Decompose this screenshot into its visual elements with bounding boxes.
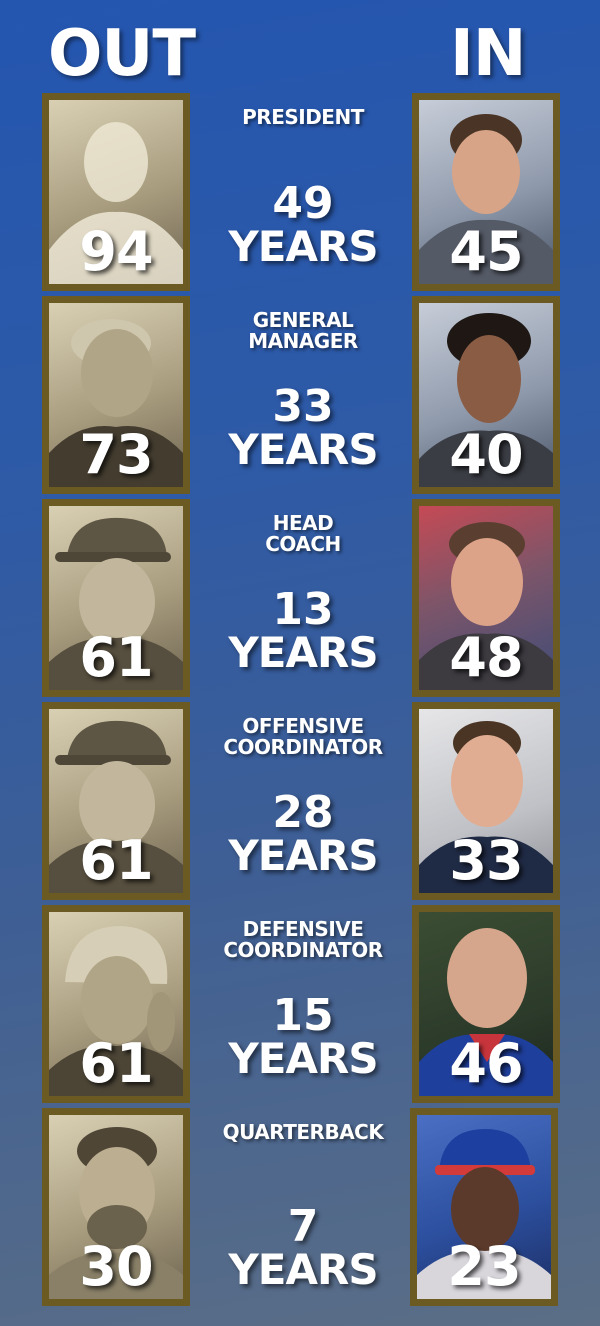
outgoing-age: 94 [79,220,153,283]
outgoing-age: 30 [79,1235,153,1298]
outgoing-person-photo: 94 [42,93,190,291]
tenure: 49 YEARS [200,178,406,271]
in-column-heading: IN [450,17,526,91]
incoming-person-photo: 40 [412,296,560,494]
role-info: GENERAL MANAGER 33 YEARS [200,296,406,496]
tenure-years-number: 15 [272,990,334,1041]
person-silhouette-icon [419,114,553,284]
role-title: QUARTERBACK [222,1120,384,1144]
role-title: HEAD COACH [265,511,341,556]
person-silhouette-icon [417,1129,551,1299]
tenure-years-label: YEARS [228,222,378,271]
outgoing-person-photo: 61 [42,905,190,1103]
tenure-years-label: YEARS [228,425,378,474]
tenure-years-label: YEARS [228,1245,378,1294]
role-info: DEFENSIVE COORDINATOR 15 YEARS [200,905,406,1105]
person-silhouette-icon [49,926,183,1096]
incoming-person-photo: 33 [412,702,560,900]
outgoing-age: 61 [79,1032,153,1095]
comparison-row-defensive-coordinator: 61 DEFENSIVE COORDINATOR 15 YEARS 46 [0,905,600,1105]
tenure: 15 YEARS [200,990,406,1083]
outgoing-person-photo: 61 [42,499,190,697]
role-info: QUARTERBACK 7 YEARS [200,1108,406,1308]
role-title: GENERAL MANAGER [248,308,358,353]
role-info: HEAD COACH 13 YEARS [200,499,406,699]
person-silhouette-icon [419,313,553,487]
out-column-heading: OUT [48,17,196,91]
tenure: 13 YEARS [200,584,406,677]
comparison-row-general-manager: 73 GENERAL MANAGER 33 YEARS 40 [0,296,600,496]
tenure-years-number: 49 [272,178,334,229]
tenure-years-number: 33 [272,381,334,432]
role-title: PRESIDENT [242,105,364,129]
outgoing-age: 61 [79,626,153,689]
incoming-person-photo: 23 [410,1108,558,1306]
outgoing-person-photo: 61 [42,702,190,900]
tenure-years-label: YEARS [228,628,378,677]
tenure: 33 YEARS [200,381,406,474]
person-silhouette-icon [49,517,183,690]
comparison-row-quarterback: 30 QUARTERBACK 7 YEARS 23 [0,1108,600,1308]
person-silhouette-icon [419,928,553,1096]
tenure-years-label: YEARS [228,1034,378,1083]
incoming-person-photo: 48 [412,499,560,697]
outgoing-age: 61 [79,829,153,892]
tenure-years-number: 13 [272,584,334,635]
person-silhouette-icon [419,721,553,893]
role-info: PRESIDENT 49 YEARS [200,93,406,293]
tenure-years-number: 7 [287,1201,319,1252]
incoming-age: 46 [449,1032,523,1095]
outgoing-person-photo: 73 [42,296,190,494]
outgoing-person-photo: 30 [42,1108,190,1306]
tenure-years-label: YEARS [228,831,378,880]
incoming-age: 23 [447,1235,521,1298]
tenure-years-number: 28 [272,787,334,838]
incoming-person-photo: 45 [412,93,560,291]
role-title: OFFENSIVE COORDINATOR [223,714,383,759]
role-title: DEFENSIVE COORDINATOR [223,917,383,962]
incoming-age: 48 [449,626,523,689]
person-silhouette-icon [49,122,183,284]
person-silhouette-icon [419,522,553,690]
incoming-age: 33 [449,829,523,892]
comparison-row-head-coach: 61 HEAD COACH 13 YEARS 48 [0,499,600,699]
comparison-row-president: 94 PRESIDENT 49 YEARS 45 [0,93,600,293]
tenure: 7 YEARS [200,1201,406,1294]
person-silhouette-icon [49,720,183,893]
person-silhouette-icon [49,1127,183,1299]
person-silhouette-icon [49,319,183,487]
tenure: 28 YEARS [200,787,406,880]
comparison-row-offensive-coordinator: 61 OFFENSIVE COORDINATOR 28 YEARS 33 [0,702,600,902]
incoming-age: 45 [449,220,523,283]
outgoing-age: 73 [79,423,153,486]
incoming-person-photo: 46 [412,905,560,1103]
role-info: OFFENSIVE COORDINATOR 28 YEARS [200,702,406,902]
incoming-age: 40 [449,423,523,486]
